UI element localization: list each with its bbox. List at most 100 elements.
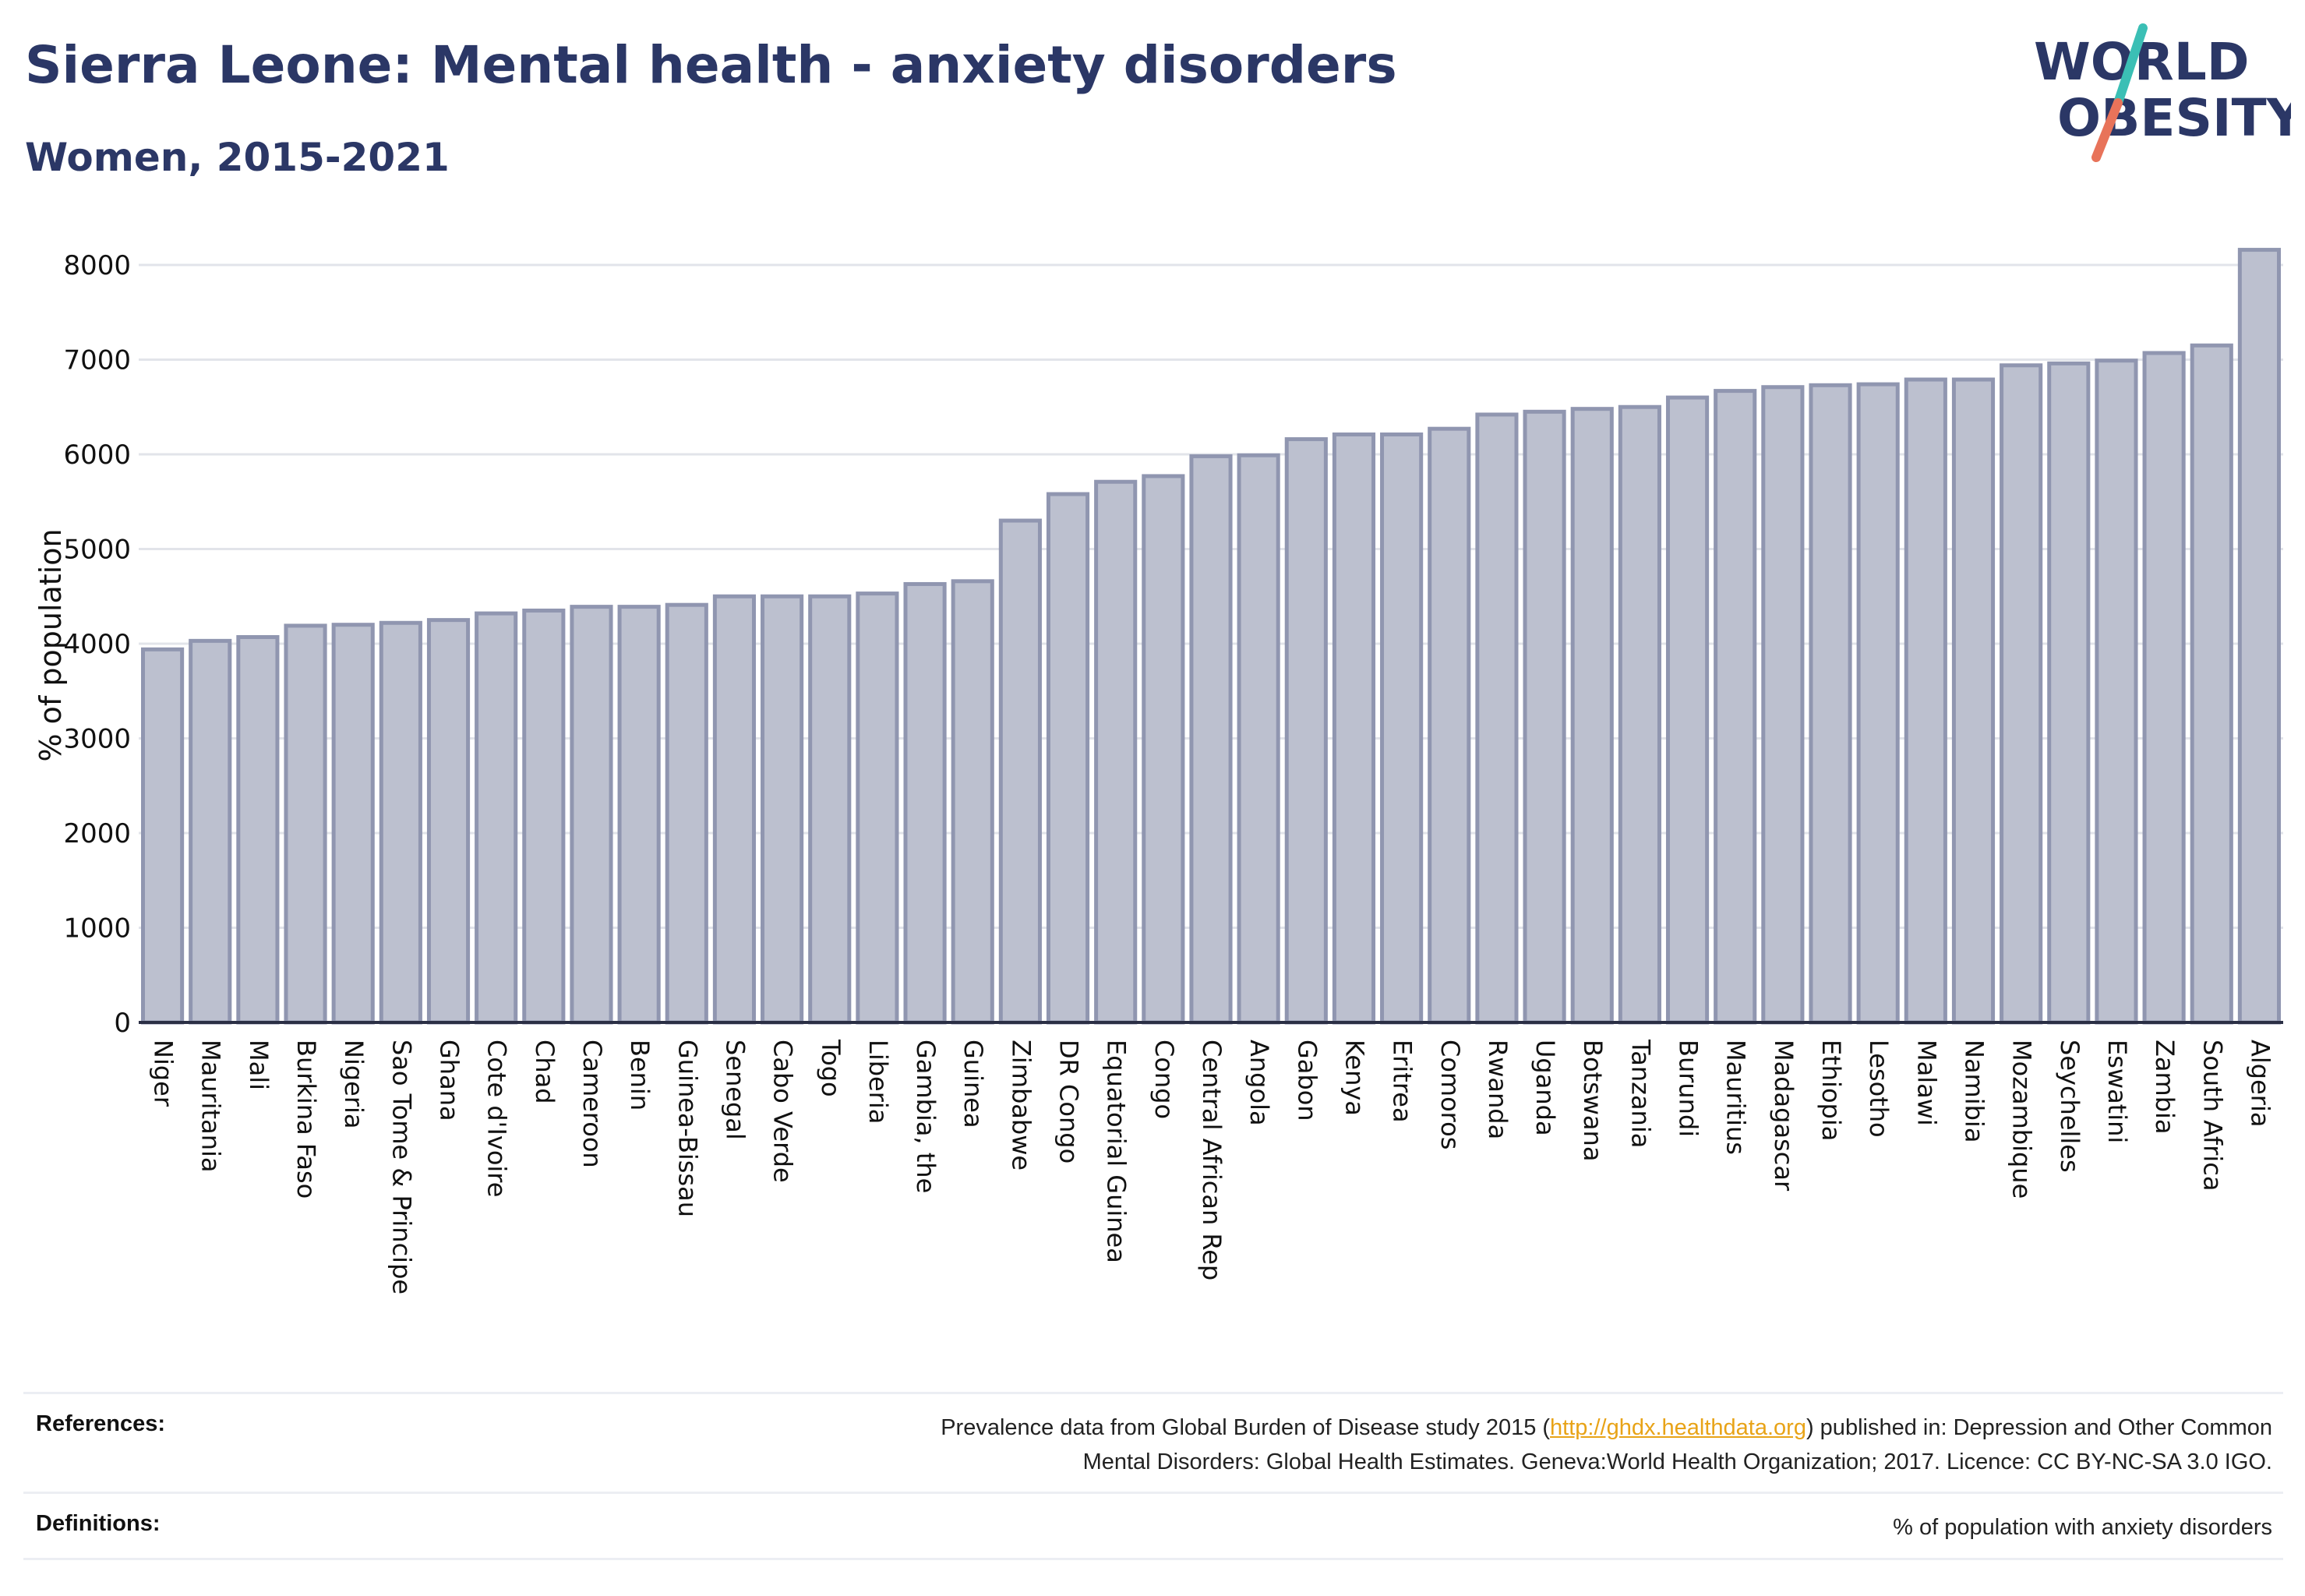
bar bbox=[1714, 389, 1757, 1025]
x-tick-label: Lesotho bbox=[1864, 1040, 1894, 1138]
logo-text-obesity: OBESITY bbox=[2057, 88, 2291, 148]
x-tick-label: Rwanda bbox=[1483, 1040, 1513, 1139]
definitions-text: % of population with anxiety disorders bbox=[1893, 1515, 2272, 1540]
bar bbox=[2095, 358, 2138, 1025]
x-tick-label: Burundi bbox=[1674, 1040, 1703, 1137]
x-tick-label: Niger bbox=[149, 1040, 178, 1107]
bar bbox=[998, 518, 1042, 1025]
x-tick-label: Angola bbox=[1244, 1040, 1274, 1126]
references-link[interactable]: http://ghdx.healthdata.org bbox=[1550, 1415, 1806, 1440]
x-tick-label: Mauritania bbox=[196, 1040, 226, 1172]
y-tick-label: 3000 bbox=[63, 724, 131, 755]
bar bbox=[2190, 343, 2233, 1025]
x-tick-label: DR Congo bbox=[1054, 1040, 1084, 1163]
bar bbox=[2047, 361, 2091, 1025]
bar bbox=[2142, 351, 2186, 1025]
bar bbox=[1951, 377, 1996, 1025]
bar bbox=[1570, 407, 1614, 1025]
x-tick-label: Eswatini bbox=[2102, 1040, 2132, 1143]
x-tick-label: Kenya bbox=[1340, 1040, 1369, 1116]
x-tick-label: Zambia bbox=[2150, 1040, 2180, 1135]
bar bbox=[141, 647, 185, 1025]
bar bbox=[1332, 432, 1376, 1025]
bar bbox=[665, 602, 708, 1025]
bar bbox=[1237, 453, 1280, 1025]
bar bbox=[2237, 248, 2281, 1025]
bar bbox=[1523, 409, 1566, 1025]
bar bbox=[331, 623, 375, 1025]
x-tick-label: Mali bbox=[244, 1040, 274, 1090]
x-tick-label: Mozambique bbox=[2007, 1040, 2037, 1199]
bar bbox=[1142, 474, 1185, 1025]
bar bbox=[1904, 377, 1947, 1025]
bar bbox=[1189, 454, 1233, 1025]
bar bbox=[1094, 479, 1138, 1025]
bar bbox=[856, 591, 899, 1025]
x-tick-label: Uganda bbox=[1530, 1040, 1560, 1136]
bar bbox=[1618, 404, 1661, 1025]
x-tick-label: Gambia, the bbox=[911, 1040, 941, 1193]
bar bbox=[379, 620, 422, 1025]
bar bbox=[426, 618, 471, 1025]
x-tick-label: South Africa bbox=[2197, 1040, 2227, 1191]
y-tick-label: 1000 bbox=[63, 913, 131, 945]
x-tick-label: Cote d'Ivoire bbox=[482, 1040, 512, 1197]
y-tick-label: 7000 bbox=[63, 345, 131, 376]
bar bbox=[2000, 363, 2043, 1025]
x-tick-label: Ghana bbox=[435, 1040, 464, 1121]
bar bbox=[236, 634, 280, 1025]
references-text-line2: Mental Disorders: Global Health Estimate… bbox=[1082, 1449, 2272, 1474]
x-tick-label: Cabo Verde bbox=[768, 1040, 798, 1183]
bar bbox=[522, 608, 566, 1025]
bar bbox=[1856, 382, 1900, 1025]
x-tick-label: Malawi bbox=[1911, 1040, 1941, 1126]
page-subtitle: Women, 2015-2021 bbox=[25, 135, 450, 180]
page-title: Sierra Leone: Mental health - anxiety di… bbox=[25, 35, 1397, 95]
x-tick-label: Eritrea bbox=[1388, 1040, 1417, 1123]
x-tick-label: Gabon bbox=[1292, 1040, 1322, 1121]
bar bbox=[475, 611, 518, 1025]
logo-slash-bottom bbox=[2091, 98, 2123, 162]
x-tick-label: Zimbabwe bbox=[1006, 1040, 1036, 1171]
bar bbox=[951, 579, 994, 1025]
y-tick-label: 4000 bbox=[63, 629, 131, 660]
bar bbox=[761, 594, 804, 1025]
bar bbox=[617, 605, 661, 1025]
x-tick-label: Central African Rep bbox=[1197, 1040, 1227, 1280]
bar bbox=[1475, 412, 1519, 1025]
x-tick-label: Burkina Faso bbox=[291, 1040, 321, 1199]
y-tick-label: 5000 bbox=[63, 535, 131, 566]
bar bbox=[1046, 492, 1090, 1025]
bar bbox=[1380, 432, 1424, 1025]
y-axis-ticks: 0 1000 2000 3000 4000 5000 6000 7000 8000 bbox=[63, 250, 131, 1039]
x-tick-label: Guinea-Bissau bbox=[672, 1040, 702, 1217]
world-obesity-logo: WORLD OBESITY bbox=[2034, 23, 2291, 162]
references-text: Prevalence data from Global Burden of Di… bbox=[941, 1411, 2272, 1479]
references-text-pre: Prevalence data from Global Burden of Di… bbox=[941, 1415, 1551, 1440]
x-tick-label: Mauritius bbox=[1721, 1040, 1751, 1155]
bar bbox=[1428, 426, 1471, 1025]
x-tick-label: Algeria bbox=[2245, 1040, 2275, 1127]
bar bbox=[1284, 437, 1328, 1025]
bar bbox=[1665, 395, 1710, 1025]
x-tick-label: Togo bbox=[816, 1039, 845, 1097]
x-axis-category-labels: Niger Mauritania Mali Burkina Faso Nigeria Sa… bbox=[149, 1039, 2275, 1294]
references-text-post: ) published in: Depression and Other Com… bbox=[1806, 1415, 2272, 1440]
x-tick-label: Madagascar bbox=[1769, 1040, 1798, 1192]
x-tick-label: Equatorial Guinea bbox=[1102, 1040, 1131, 1263]
references-label: References: bbox=[36, 1411, 166, 1436]
x-tick-label: Liberia bbox=[863, 1040, 893, 1124]
x-tick-label: Sao Tome & Principe bbox=[387, 1040, 416, 1294]
y-axis-label: % of population bbox=[34, 528, 68, 761]
x-tick-label: Botswana bbox=[1578, 1040, 1608, 1161]
y-tick-label: 0 bbox=[114, 1008, 131, 1039]
x-tick-label: Chad bbox=[530, 1040, 559, 1104]
logo-slash-top bbox=[2113, 23, 2148, 108]
bar bbox=[189, 638, 232, 1025]
bar bbox=[903, 581, 947, 1025]
bar bbox=[1809, 383, 1852, 1025]
bar-chart: 0 1000 2000 3000 4000 5000 6000 7000 8000 Niger M… bbox=[34, 248, 2283, 1294]
x-tick-label: Senegal bbox=[720, 1040, 750, 1140]
bar bbox=[570, 605, 613, 1025]
bars bbox=[141, 248, 2281, 1025]
